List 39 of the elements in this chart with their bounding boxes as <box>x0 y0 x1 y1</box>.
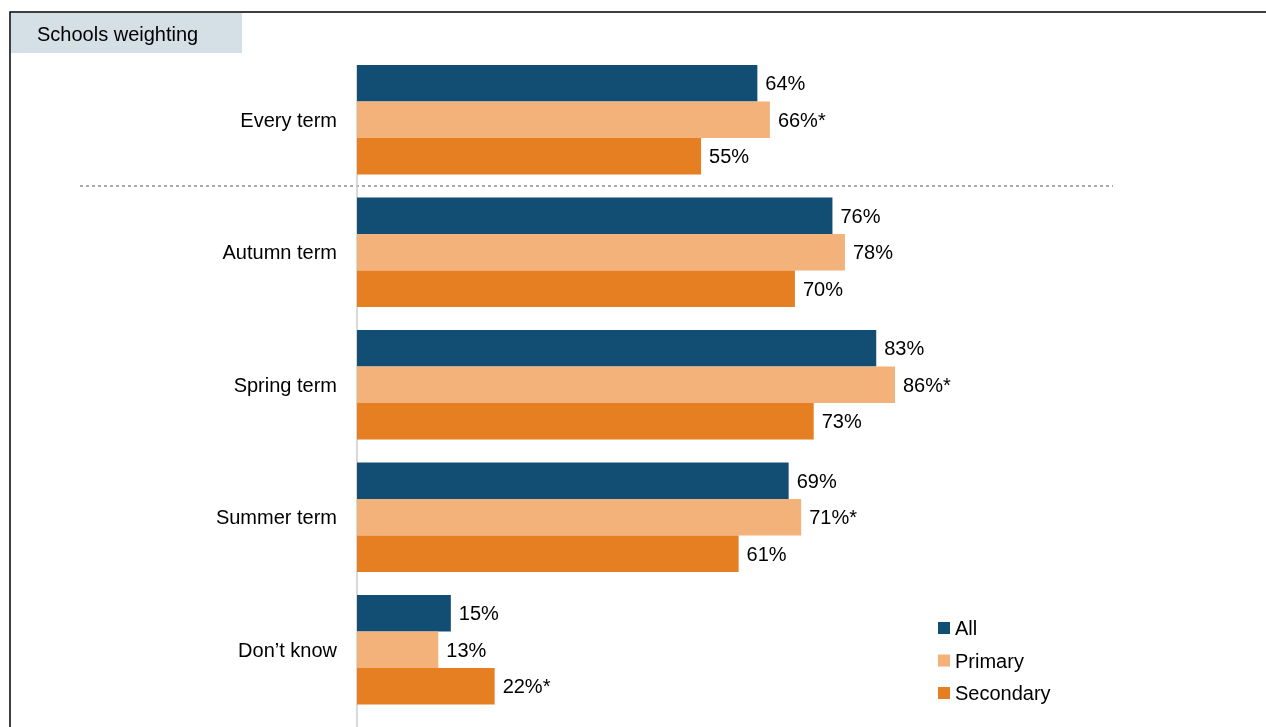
bar <box>357 499 802 536</box>
y-tick-label: Every term <box>240 108 337 131</box>
bar <box>357 462 789 499</box>
bar <box>357 668 495 705</box>
data-label: 55% <box>709 145 750 168</box>
data-label: 61% <box>746 542 787 565</box>
bar <box>357 138 702 175</box>
text: Schools weighting <box>37 23 199 45</box>
data-label: 64% <box>765 72 806 95</box>
data-label: 66%* <box>777 108 826 131</box>
data-label: 83% <box>884 337 925 360</box>
data-label: 73% <box>821 410 862 433</box>
bar <box>357 535 739 572</box>
data-label: 15% <box>458 602 500 625</box>
bar <box>357 65 758 102</box>
data-label: 78% <box>852 241 894 264</box>
legend-label: Secondary <box>955 682 1051 704</box>
data-label: 13% <box>446 638 487 661</box>
bar <box>357 631 439 668</box>
bar <box>357 270 795 307</box>
data-label: 86%* <box>903 373 952 396</box>
bar <box>357 330 877 367</box>
legend-label: Primary <box>955 649 1024 672</box>
bar <box>357 403 814 440</box>
y-tick-label: Autumn term <box>222 241 337 264</box>
data-label: 70% <box>802 277 844 300</box>
data-label: 76% <box>840 204 881 227</box>
bar <box>357 595 451 632</box>
data-label: 22%* <box>502 675 551 698</box>
data-label: 71%* <box>809 506 858 529</box>
y-tick-label: Summer term <box>215 506 337 529</box>
y-tick-label: Don’t know <box>238 638 338 661</box>
bar <box>357 197 833 234</box>
y-tick-label: Spring term <box>233 373 337 396</box>
bar <box>357 101 770 138</box>
bar <box>357 366 895 403</box>
bar <box>357 234 845 271</box>
data-label: 69% <box>796 469 837 492</box>
legend-label: All <box>955 617 978 639</box>
